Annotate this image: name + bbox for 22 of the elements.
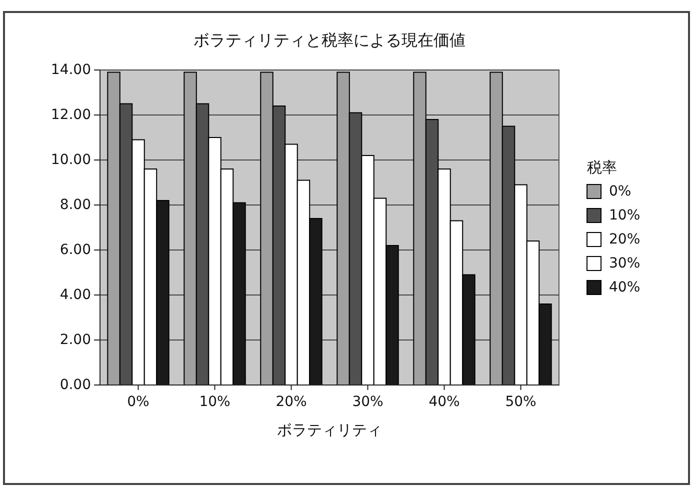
x-tick-label: 30% xyxy=(352,394,384,410)
legend-title: 税率 xyxy=(587,158,617,176)
x-tick-label: 20% xyxy=(276,394,307,410)
y-tick-label: 0.00 xyxy=(60,377,91,393)
y-tick-label: 6.00 xyxy=(60,242,91,258)
y-tick-label: 12.00 xyxy=(50,107,91,123)
legend-label: 0% xyxy=(609,184,632,200)
legend-label: 30% xyxy=(609,256,640,272)
x-tick-label: 10% xyxy=(199,394,230,410)
chart-title: ボラティリティと税率による現在価値 xyxy=(194,30,466,50)
y-tick-label: 8.00 xyxy=(60,197,91,213)
x-tick-label: 40% xyxy=(428,394,460,410)
x-axis-title: ボラティリティ xyxy=(277,421,382,439)
legend-label: 10% xyxy=(609,208,640,224)
legend-label: 40% xyxy=(609,280,640,296)
x-tick-label: 50% xyxy=(505,394,536,410)
x-tick-label: 0% xyxy=(127,394,150,410)
y-tick-label: 10.00 xyxy=(50,152,91,168)
y-tick-label: 14.00 xyxy=(50,62,91,78)
y-tick-label: 2.00 xyxy=(60,332,91,348)
y-tick-label: 4.00 xyxy=(60,287,91,303)
legend-label: 20% xyxy=(609,232,640,248)
